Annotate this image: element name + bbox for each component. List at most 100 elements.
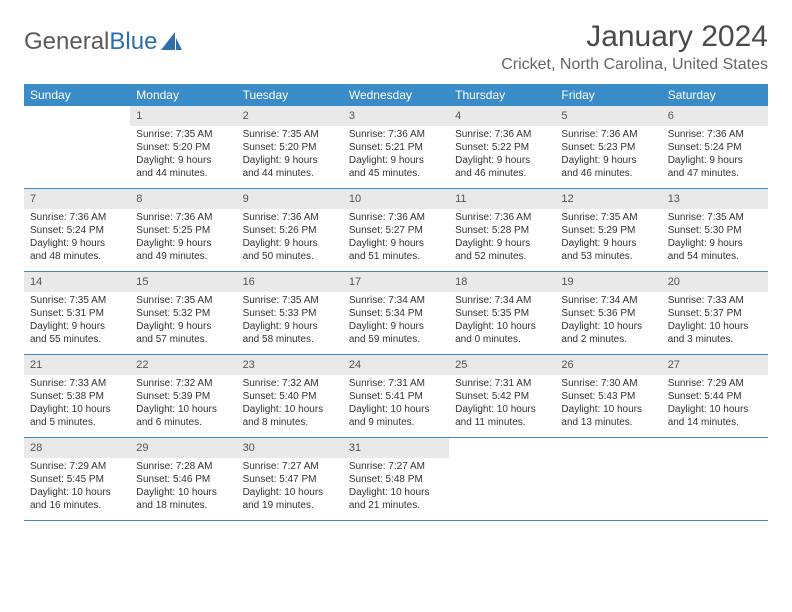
daylight2-text: and 47 minutes. [668, 167, 762, 180]
daylight2-text: and 51 minutes. [349, 250, 443, 263]
day-cell: 31Sunrise: 7:27 AMSunset: 5:48 PMDayligh… [343, 438, 449, 520]
day-header-row: SundayMondayTuesdayWednesdayThursdayFrid… [24, 84, 768, 106]
sunset-text: Sunset: 5:25 PM [136, 224, 230, 237]
daylight1-text: Daylight: 10 hours [136, 403, 230, 416]
day-data: Sunrise: 7:36 AMSunset: 5:24 PMDaylight:… [24, 209, 130, 267]
daylight1-text: Daylight: 9 hours [668, 237, 762, 250]
day-number: 20 [662, 272, 768, 292]
day-cell: 21Sunrise: 7:33 AMSunset: 5:38 PMDayligh… [24, 355, 130, 437]
day-data: Sunrise: 7:31 AMSunset: 5:42 PMDaylight:… [449, 375, 555, 433]
day-cell: 11Sunrise: 7:36 AMSunset: 5:28 PMDayligh… [449, 189, 555, 271]
day-number: 12 [555, 189, 661, 209]
sunset-text: Sunset: 5:44 PM [668, 390, 762, 403]
day-cell [449, 438, 555, 520]
day-data: Sunrise: 7:32 AMSunset: 5:40 PMDaylight:… [237, 375, 343, 433]
day-cell: 27Sunrise: 7:29 AMSunset: 5:44 PMDayligh… [662, 355, 768, 437]
daylight1-text: Daylight: 9 hours [455, 237, 549, 250]
day-cell: 19Sunrise: 7:34 AMSunset: 5:36 PMDayligh… [555, 272, 661, 354]
day-number: 28 [24, 438, 130, 458]
daylight1-text: Daylight: 9 hours [349, 320, 443, 333]
sunset-text: Sunset: 5:33 PM [243, 307, 337, 320]
sunset-text: Sunset: 5:36 PM [561, 307, 655, 320]
sunset-text: Sunset: 5:34 PM [349, 307, 443, 320]
day-data: Sunrise: 7:36 AMSunset: 5:27 PMDaylight:… [343, 209, 449, 267]
day-number: 19 [555, 272, 661, 292]
day-header: Sunday [24, 84, 130, 106]
sunrise-text: Sunrise: 7:33 AM [668, 294, 762, 307]
sunset-text: Sunset: 5:37 PM [668, 307, 762, 320]
sunrise-text: Sunrise: 7:34 AM [561, 294, 655, 307]
day-number: 17 [343, 272, 449, 292]
sunrise-text: Sunrise: 7:36 AM [455, 211, 549, 224]
sunrise-text: Sunrise: 7:34 AM [455, 294, 549, 307]
sunrise-text: Sunrise: 7:32 AM [136, 377, 230, 390]
daylight2-text: and 2 minutes. [561, 333, 655, 346]
daylight1-text: Daylight: 9 hours [349, 154, 443, 167]
daylight2-text: and 44 minutes. [243, 167, 337, 180]
sunrise-text: Sunrise: 7:36 AM [30, 211, 124, 224]
daylight2-text: and 14 minutes. [668, 416, 762, 429]
daylight1-text: Daylight: 9 hours [455, 154, 549, 167]
daylight2-text: and 49 minutes. [136, 250, 230, 263]
day-number: 4 [449, 106, 555, 126]
daylight1-text: Daylight: 10 hours [30, 403, 124, 416]
day-header: Wednesday [343, 84, 449, 106]
daylight1-text: Daylight: 10 hours [561, 403, 655, 416]
sunrise-text: Sunrise: 7:33 AM [30, 377, 124, 390]
day-cell: 14Sunrise: 7:35 AMSunset: 5:31 PMDayligh… [24, 272, 130, 354]
daylight1-text: Daylight: 9 hours [30, 320, 124, 333]
daylight2-text: and 3 minutes. [668, 333, 762, 346]
day-cell: 8Sunrise: 7:36 AMSunset: 5:25 PMDaylight… [130, 189, 236, 271]
day-number: 24 [343, 355, 449, 375]
sunset-text: Sunset: 5:30 PM [668, 224, 762, 237]
day-cell: 3Sunrise: 7:36 AMSunset: 5:21 PMDaylight… [343, 106, 449, 188]
week-row: 28Sunrise: 7:29 AMSunset: 5:45 PMDayligh… [24, 438, 768, 521]
sunset-text: Sunset: 5:47 PM [243, 473, 337, 486]
day-data: Sunrise: 7:36 AMSunset: 5:23 PMDaylight:… [555, 126, 661, 184]
sunrise-text: Sunrise: 7:28 AM [136, 460, 230, 473]
day-data: Sunrise: 7:35 AMSunset: 5:29 PMDaylight:… [555, 209, 661, 267]
daylight1-text: Daylight: 10 hours [136, 486, 230, 499]
sunset-text: Sunset: 5:32 PM [136, 307, 230, 320]
sunset-text: Sunset: 5:39 PM [136, 390, 230, 403]
page-header: GeneralBlue January 2024 Cricket, North … [24, 20, 768, 74]
logo-text-blue: Blue [109, 28, 157, 56]
day-number: 2 [237, 106, 343, 126]
sunset-text: Sunset: 5:24 PM [30, 224, 124, 237]
day-data: Sunrise: 7:35 AMSunset: 5:20 PMDaylight:… [237, 126, 343, 184]
day-data: Sunrise: 7:36 AMSunset: 5:22 PMDaylight:… [449, 126, 555, 184]
sunrise-text: Sunrise: 7:29 AM [30, 460, 124, 473]
calendar: SundayMondayTuesdayWednesdayThursdayFrid… [24, 84, 768, 521]
location-text: Cricket, North Carolina, United States [501, 56, 768, 74]
day-header: Tuesday [237, 84, 343, 106]
daylight1-text: Daylight: 10 hours [30, 486, 124, 499]
day-number: 7 [24, 189, 130, 209]
daylight1-text: Daylight: 9 hours [668, 154, 762, 167]
daylight2-text: and 19 minutes. [243, 499, 337, 512]
day-number: 25 [449, 355, 555, 375]
day-header: Saturday [662, 84, 768, 106]
day-number: 29 [130, 438, 236, 458]
sunset-text: Sunset: 5:45 PM [30, 473, 124, 486]
day-data: Sunrise: 7:34 AMSunset: 5:35 PMDaylight:… [449, 292, 555, 350]
day-cell: 13Sunrise: 7:35 AMSunset: 5:30 PMDayligh… [662, 189, 768, 271]
daylight2-text: and 46 minutes. [561, 167, 655, 180]
logo-text-gray: General [24, 28, 109, 56]
sunrise-text: Sunrise: 7:36 AM [243, 211, 337, 224]
day-data: Sunrise: 7:28 AMSunset: 5:46 PMDaylight:… [130, 458, 236, 516]
daylight2-text: and 0 minutes. [455, 333, 549, 346]
daylight2-text: and 13 minutes. [561, 416, 655, 429]
day-data: Sunrise: 7:35 AMSunset: 5:32 PMDaylight:… [130, 292, 236, 350]
daylight2-text: and 59 minutes. [349, 333, 443, 346]
sunrise-text: Sunrise: 7:36 AM [349, 128, 443, 141]
day-data: Sunrise: 7:35 AMSunset: 5:30 PMDaylight:… [662, 209, 768, 267]
day-number: 5 [555, 106, 661, 126]
daylight2-text: and 50 minutes. [243, 250, 337, 263]
daylight1-text: Daylight: 9 hours [243, 154, 337, 167]
day-number: 10 [343, 189, 449, 209]
day-number: 9 [237, 189, 343, 209]
day-cell: 10Sunrise: 7:36 AMSunset: 5:27 PMDayligh… [343, 189, 449, 271]
week-row: 7Sunrise: 7:36 AMSunset: 5:24 PMDaylight… [24, 189, 768, 272]
daylight1-text: Daylight: 9 hours [243, 320, 337, 333]
day-number: 27 [662, 355, 768, 375]
